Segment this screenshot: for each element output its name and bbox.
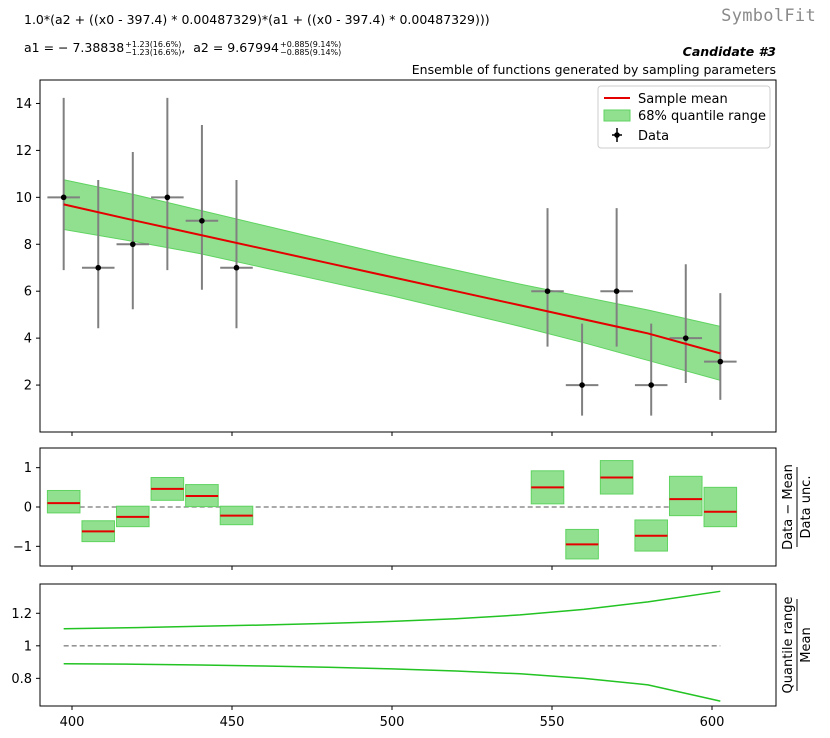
main-y-tick-label: 2: [24, 379, 32, 394]
a2-upper-uncertainty: +0.885(9.14%): [280, 39, 342, 49]
data-point: [717, 358, 724, 365]
a2-value: a2 = 9.67994: [193, 40, 279, 55]
data-point: [579, 382, 585, 388]
ratio-y-tick-label: 1.2: [11, 607, 32, 622]
symbolfit-logo: SymbolFit: [721, 6, 816, 26]
x-tick-label: 500: [380, 715, 405, 730]
data-point: [130, 241, 136, 248]
data-point: [233, 264, 240, 271]
residual-y-tick-label: 0: [24, 501, 32, 516]
a1-value: a1 = − 7.38838: [24, 40, 125, 55]
data-point: [95, 264, 102, 271]
candidate-title: Candidate #3: [682, 44, 776, 59]
main-y-tick-label: 4: [24, 332, 32, 347]
ratio-y-tick-label: 1: [24, 639, 32, 654]
data-point: [199, 218, 205, 224]
main-y-tick-label: 12: [15, 144, 32, 159]
residual-box: [46, 489, 81, 514]
main-y-tick-label: 14: [15, 97, 32, 112]
main-y-tick-label: 6: [24, 285, 32, 300]
ratio-upper-line: [63, 590, 721, 630]
x-tick-label: 400: [60, 715, 85, 730]
residual-ylabel-numerator: Data − Mean: [781, 464, 796, 550]
residual-box: [668, 475, 703, 517]
quantile-band: [63, 179, 721, 382]
a1-upper-uncertainty: +1.23(16.6%): [125, 39, 182, 49]
data-point: [164, 194, 171, 201]
residual-y-tick-label: 1: [24, 461, 32, 476]
x-tick-label: 600: [700, 715, 725, 730]
ratio-lower-line: [63, 662, 721, 702]
residual-ylabel-denominator: Data unc.: [799, 476, 814, 539]
main-plot-frame: [39, 79, 777, 433]
data-point: [682, 335, 689, 341]
a2-lower-uncertainty: −0.885(9.14%): [280, 47, 342, 57]
chart-subtitle: Ensemble of functions generated by sampl…: [411, 62, 776, 77]
legend-label-data: Data: [638, 129, 669, 144]
data-point: [60, 194, 67, 201]
legend-label-sample-mean: Sample mean: [638, 92, 728, 107]
legend-data-marker: [614, 132, 620, 138]
x-tick-label: 450: [220, 715, 245, 730]
parameter-values: a1 = − 7.38838 +1.23(16.6%) −1.23(16.6%), …: [24, 39, 342, 57]
a1-lower-uncertainty: −1.23(16.6%): [125, 47, 182, 57]
ratio-ylabel-numerator: Quantile range: [781, 597, 796, 694]
ratio-y-tick-label: 0.8: [11, 672, 32, 687]
legend-band-swatch: [603, 109, 631, 122]
residual-y-tick-label: −1: [13, 540, 32, 555]
legend-box: [597, 85, 771, 149]
sample-mean-line: [63, 203, 721, 355]
data-point: [544, 288, 551, 295]
quantile-ratio-plot-frame: [39, 583, 777, 707]
data-point: [613, 288, 620, 295]
main-y-tick-label: 10: [15, 191, 32, 206]
data-point: [648, 382, 654, 388]
main-y-tick-label: 8: [24, 238, 32, 253]
ratio-ylabel-denominator: Mean: [799, 627, 814, 662]
residual-box: [703, 486, 738, 528]
formula-text: 1.0*(a2 + ((x0 - 397.4) * 0.00487329)*(a…: [24, 12, 490, 27]
legend-label-quantile-range: 68% quantile range: [638, 109, 766, 124]
x-tick-label: 550: [540, 715, 565, 730]
